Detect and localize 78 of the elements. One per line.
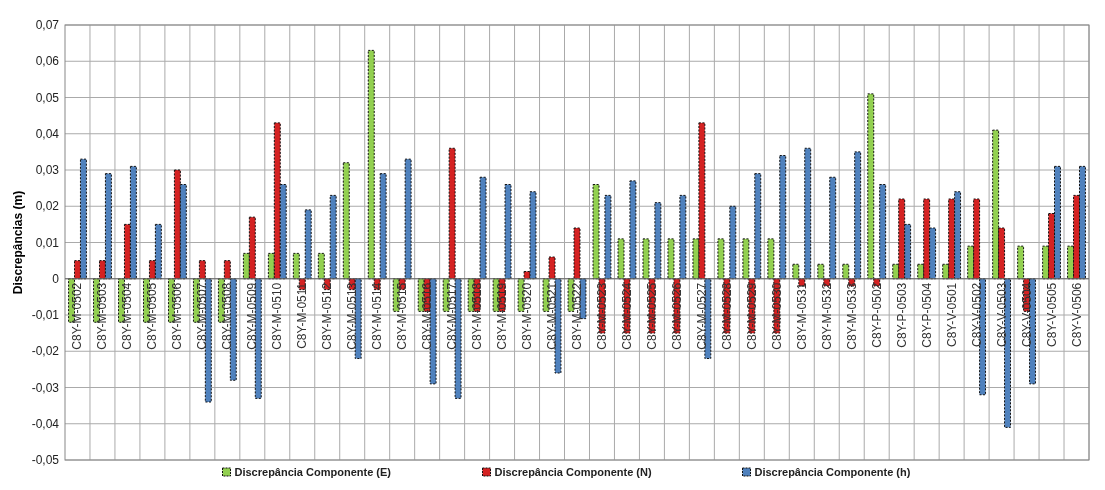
bar (679, 194, 687, 280)
bar (754, 173, 762, 280)
x-tick-label: C8Y-M-0526 (669, 282, 684, 350)
x-tick-label: C8Y-M-0523 (594, 282, 609, 350)
x-tick-label: C8Y-P-0504 (919, 282, 934, 348)
x-tick-label: C8Y-M-0515 (395, 282, 410, 350)
x-tick-label: C8Y-M-0528 (719, 282, 734, 350)
bar (629, 180, 637, 280)
bar (292, 252, 300, 280)
x-tick-label: C8Y-M-0508 (220, 282, 235, 350)
y-tick-label: 0,01 (35, 235, 60, 250)
x-tick-label: C8Y-M-0517 (445, 282, 460, 350)
x-tick-label: C8Y-M-0509 (245, 282, 260, 350)
x-tick-label: C8Y-M-0504 (120, 282, 135, 350)
bar (404, 158, 412, 280)
bar (479, 176, 487, 280)
x-tick-label: C8Y-M-0505 (145, 282, 160, 350)
y-tick-label: 0,03 (35, 163, 60, 178)
y-tick-label: 0 (52, 271, 60, 286)
x-tick-label: C8Y-M-0519 (495, 282, 510, 350)
x-tick-label: C8Y-M-0521 (545, 282, 560, 350)
x-tick-label: C8Y-M-0512 (320, 282, 335, 350)
y-tick-label: 0,05 (35, 90, 60, 105)
x-tick-label: C8Y-M-0510 (270, 282, 285, 350)
bar (254, 278, 262, 399)
bar (704, 278, 712, 359)
bar (579, 278, 587, 320)
x-tick-label: C8Y-V-0505 (1044, 282, 1059, 348)
x-tick-label: C8Y-V-0503 (994, 282, 1009, 348)
x-tick-label: C8Y-V-0501 (944, 282, 959, 348)
bar (879, 184, 887, 280)
x-tick-label: C8Y-P-0502 (869, 282, 884, 348)
x-tick-label: C8Y-P-0503 (894, 282, 909, 348)
legend-label: Discrepância Componente (h) (754, 466, 911, 478)
x-tick-label: C8Y-M-0530 (769, 282, 784, 350)
x-tick-label: C8Y-M-0511 (295, 282, 310, 349)
x-tick-label: C8Y-M-0531 (794, 282, 809, 350)
y-tick-label: 0,06 (35, 54, 60, 69)
x-tick-label: C8Y-M-0516 (420, 282, 435, 350)
x-tick-label: C8Y-M-0525 (644, 282, 659, 350)
bar (329, 194, 337, 280)
x-tick-label: C8Y-V-0504 (1019, 282, 1034, 348)
bar (379, 173, 387, 280)
y-tick-label: -0,02 (31, 344, 60, 359)
x-tick-label: C8Y-M-0518 (470, 282, 485, 350)
x-tick-label: C8Y-M-0506 (170, 282, 185, 350)
y-tick-label: -0,03 (31, 380, 60, 395)
x-tick-label: C8Y-M-0514 (370, 282, 385, 350)
y-tick-label: -0,01 (31, 308, 60, 323)
y-tick-label: -0,05 (31, 453, 60, 468)
bar (1017, 245, 1025, 280)
bar (604, 194, 612, 280)
bar (504, 184, 512, 280)
bar (367, 49, 375, 280)
bar (779, 155, 787, 280)
x-tick-label: C8Y-M-0527 (694, 282, 709, 350)
x-tick-label: C8Y-M-0524 (619, 282, 634, 350)
legend-label: Discrepância Componente (N) (494, 466, 652, 478)
x-tick-label: C8Y-M-0513 (345, 282, 360, 350)
x-tick-label: C8Y-M-0507 (195, 282, 210, 350)
bar (317, 252, 325, 280)
x-tick-label: C8Y-M-0503 (95, 282, 110, 350)
y-tick-label: 0,07 (35, 18, 60, 33)
y-tick-label: 0,04 (35, 126, 60, 141)
x-tick-label: C8Y-M-0532 (819, 282, 834, 350)
bar (304, 209, 312, 280)
y-axis-title: Discrepâncias (m) (11, 190, 25, 295)
y-tick-label: 0,02 (35, 199, 60, 214)
x-tick-label: C8Y-V-0506 (1069, 282, 1084, 348)
x-tick-label: C8Y-M-0529 (744, 282, 759, 350)
x-tick-label: C8Y-V-0502 (969, 282, 984, 348)
y-tick-label: -0,04 (31, 416, 60, 431)
bar (829, 176, 837, 280)
legend-label: Discrepância Componente (E) (234, 466, 392, 478)
x-tick-label: C8Y-M-0520 (520, 282, 535, 350)
x-tick-label: C8Y-M-0522 (570, 282, 584, 350)
x-tick-label: C8Y-M-0533 (844, 282, 859, 350)
x-tick-label: C8Y-M-0502 (70, 282, 85, 350)
